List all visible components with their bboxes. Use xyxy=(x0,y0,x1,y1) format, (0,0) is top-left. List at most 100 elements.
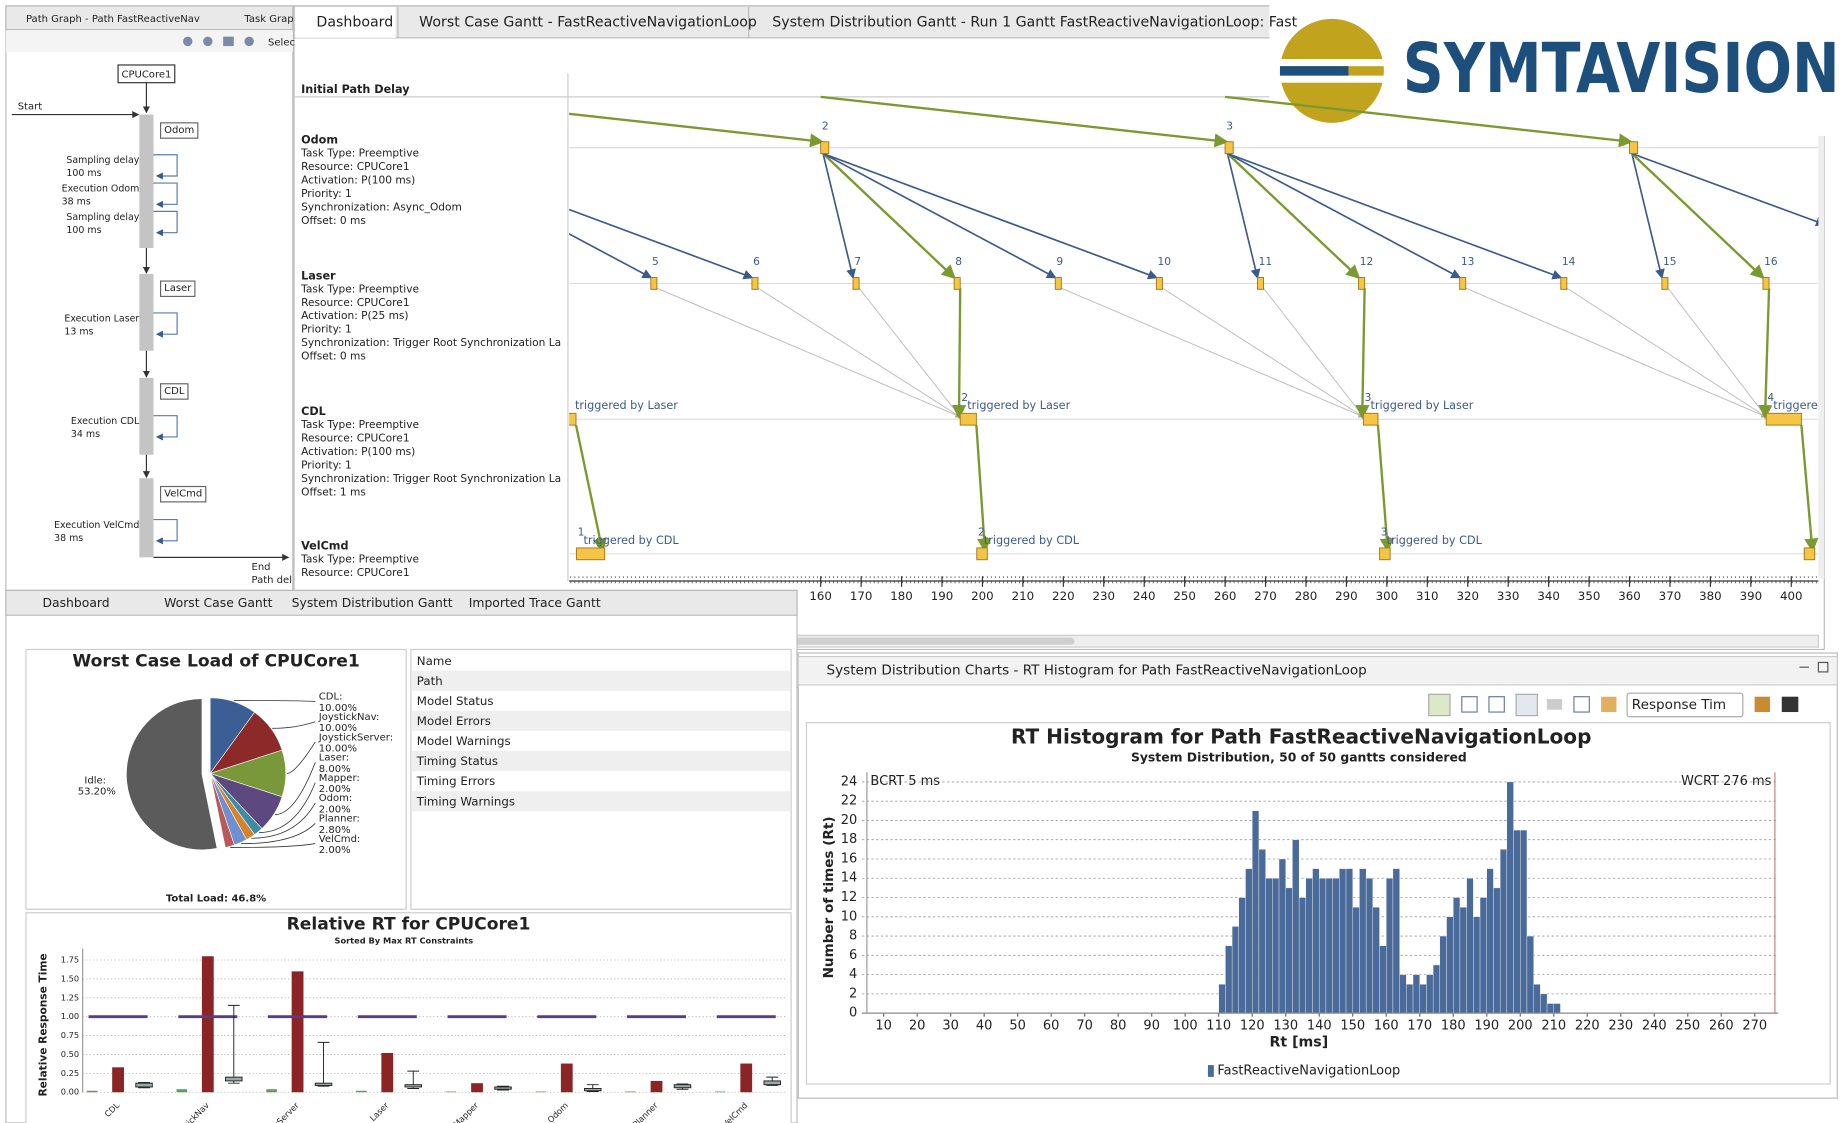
x-tick-label: 280 xyxy=(1295,589,1318,603)
instance-label: 7 xyxy=(854,255,861,268)
x-tick-label: 30 xyxy=(942,1019,959,1034)
instance-note: triggered by Laser xyxy=(1370,399,1473,412)
property-label: Model Status xyxy=(417,694,494,708)
tool-button[interactable] xyxy=(1782,697,1799,712)
histogram-bar xyxy=(1373,907,1380,1013)
bar xyxy=(715,1092,726,1093)
search[interactable] xyxy=(244,37,253,46)
bar xyxy=(625,1092,636,1093)
bar xyxy=(177,1089,188,1092)
task-instance xyxy=(1257,278,1263,290)
x-tick-label: 320 xyxy=(1456,589,1479,603)
tab-label[interactable]: System Distribution Gantt - Run 1 Gantt … xyxy=(772,14,1297,30)
x-tick-label: 170 xyxy=(1407,1019,1432,1034)
y-tick-label: 14 xyxy=(841,871,858,886)
bar xyxy=(446,1092,457,1093)
histogram-bar xyxy=(1493,888,1500,1013)
tool-button[interactable] xyxy=(1429,694,1450,715)
x-tick-label: 120 xyxy=(1240,1019,1265,1034)
tool-button[interactable] xyxy=(1601,697,1616,712)
property-label: Name xyxy=(417,654,452,668)
instance-note: triggered by CDL xyxy=(583,534,679,547)
instance-label: 8 xyxy=(955,255,962,268)
task-instance xyxy=(1363,413,1378,425)
y-tick-label: 6 xyxy=(849,948,857,963)
histogram-bar xyxy=(1540,994,1547,1013)
x-tick-label: 360 xyxy=(1618,589,1641,603)
property-label: Path xyxy=(417,674,443,688)
x-tick-label: 130 xyxy=(1273,1019,1298,1034)
task-detail: Synchronization: Trigger Root Synchroniz… xyxy=(301,472,561,485)
instance-label: 10 xyxy=(1158,255,1172,268)
tab-label[interactable]: Dashboard xyxy=(43,595,110,610)
zoom-out[interactable] xyxy=(203,37,212,46)
histogram-bar xyxy=(1520,830,1527,1013)
bar xyxy=(292,971,304,1092)
histogram-bar xyxy=(1406,984,1413,1013)
histogram-bar xyxy=(1420,984,1427,1013)
histogram-bar xyxy=(1339,869,1346,1014)
tab-label[interactable]: System Distribution Charts - RT Histogra… xyxy=(827,663,1367,679)
histogram-bar xyxy=(1279,859,1286,1013)
histogram-bar xyxy=(1426,975,1433,1014)
x-tick-label: 290 xyxy=(1335,589,1358,603)
y-tick-label: 10 xyxy=(841,909,858,924)
tab-label[interactable]: Worst Case Gantt - FastReactiveNavigatio… xyxy=(419,14,757,30)
bar xyxy=(651,1081,663,1092)
tab-label[interactable]: Worst Case Gantt xyxy=(164,595,272,610)
resource-label: CPUCore1 xyxy=(121,69,171,80)
x-tick-label: 260 xyxy=(1709,1019,1734,1034)
histogram-bar xyxy=(1487,869,1494,1014)
tab-label[interactable]: System Distribution Gantt xyxy=(292,595,453,610)
x-tick-label: 50 xyxy=(1009,1019,1026,1034)
fit[interactable] xyxy=(223,37,234,46)
bar xyxy=(740,1064,752,1093)
x-tick-label: 110 xyxy=(1206,1019,1231,1034)
box xyxy=(495,1087,512,1089)
minor-ticks xyxy=(569,576,1818,583)
bound-label: WCRT 276 ms xyxy=(1681,774,1771,789)
task-instance xyxy=(977,548,988,560)
tab-label[interactable]: Imported Trace Gantt xyxy=(469,595,601,610)
property-row xyxy=(412,671,790,691)
histogram-bar xyxy=(1366,878,1373,1013)
task-instance xyxy=(954,278,960,290)
histogram-bar xyxy=(1393,869,1400,1014)
task-bar xyxy=(139,274,153,351)
x-tick-label: 180 xyxy=(890,589,913,603)
task-detail: Synchronization: Async_Odom xyxy=(301,200,462,213)
instance-label: 6 xyxy=(753,255,760,268)
task-instance xyxy=(960,413,976,425)
histogram-bar xyxy=(1440,936,1447,1013)
histogram-bar xyxy=(1246,869,1253,1014)
tab-label[interactable]: Dashboard xyxy=(316,14,393,30)
tool-button[interactable] xyxy=(1516,694,1537,715)
chart-subtitle: System Distribution, 50 of 50 gantts con… xyxy=(1131,750,1467,765)
property-label: Model Warnings xyxy=(417,734,511,748)
step-label: Execution CDL xyxy=(71,416,140,427)
histogram-bar xyxy=(1266,878,1273,1013)
x-tick-label: 340 xyxy=(1537,589,1560,603)
legend-label: FastReactiveNavigationLoop xyxy=(1217,1064,1400,1079)
x-tick-label: 20 xyxy=(909,1019,926,1034)
histogram-bar xyxy=(1239,898,1246,1014)
x-tick-label: 330 xyxy=(1497,589,1520,603)
toolbar-label: Selec xyxy=(268,38,295,49)
histogram-bar xyxy=(1306,878,1313,1013)
instance-note: triggered by Laser xyxy=(1773,399,1842,412)
step-label: Sampling delay xyxy=(66,212,139,223)
histogram-bar xyxy=(1232,926,1239,1013)
x-tick-label: 230 xyxy=(1093,589,1116,603)
zoom-in[interactable] xyxy=(183,37,192,46)
task-node-label: Odom xyxy=(164,125,194,136)
instance-label: 14 xyxy=(1562,255,1576,268)
chart-subtitle: Sorted By Max RT Constraints xyxy=(335,936,474,946)
dropdown-label[interactable]: Response Tim xyxy=(1632,697,1726,713)
x-tick-label: 240 xyxy=(1133,589,1156,603)
tool-button[interactable] xyxy=(1547,699,1562,710)
task-instance xyxy=(651,278,657,290)
y-axis-label: Number of times (Rt) xyxy=(821,816,837,978)
bound-label: BCRT 5 ms xyxy=(870,774,940,789)
histogram-bar xyxy=(1460,907,1467,1013)
tool-button[interactable] xyxy=(1755,697,1770,712)
